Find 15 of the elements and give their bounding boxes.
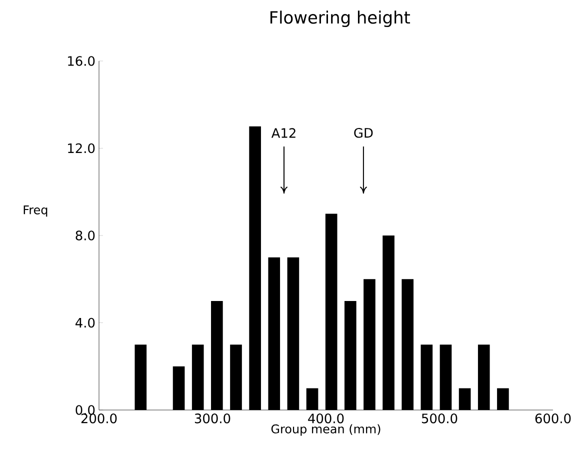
annotation: GD <box>354 128 373 138</box>
x-tick-label: 300.0 <box>194 414 230 424</box>
y-tick-label: 16.0 <box>68 56 95 66</box>
y-tick-label: 8.0 <box>76 230 95 240</box>
x-tick-label: 200.0 <box>81 414 117 424</box>
y-axis-title: Freq <box>24 205 48 217</box>
x-tick-label: 600.0 <box>535 414 571 424</box>
y-tick-label: 12.0 <box>68 143 95 154</box>
y-tick-label: 0.0 <box>76 405 95 415</box>
annotation: A12 <box>271 128 296 138</box>
x-tick-label: 500.0 <box>422 414 458 424</box>
x-tick-label: 400.0 <box>308 414 344 424</box>
x-axis-title: Group mean (mm) <box>271 424 380 436</box>
chart-title: Flowering height <box>270 10 410 28</box>
y-tick-label: 4.0 <box>76 318 95 328</box>
